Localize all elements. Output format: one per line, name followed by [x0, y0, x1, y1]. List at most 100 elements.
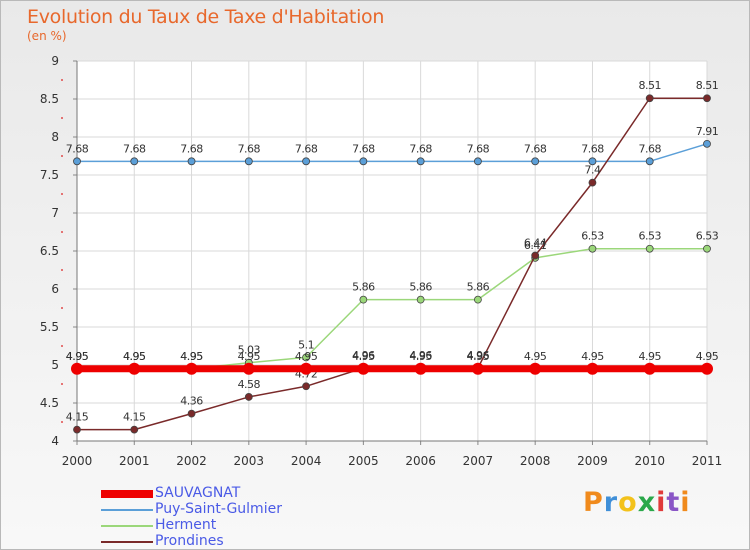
data-label: 7.68 — [238, 142, 261, 155]
y-tick-label: 5.5 — [40, 320, 59, 334]
data-label: 7.68 — [581, 142, 604, 155]
data-label: 4.95 — [696, 350, 719, 363]
x-tick-label: 2000 — [62, 454, 93, 468]
data-point — [703, 94, 711, 103]
data-point — [588, 178, 597, 187]
legend-label: Prondines — [155, 533, 224, 549]
y-tick-label: 8.5 — [40, 92, 59, 106]
data-point — [128, 362, 141, 375]
data-point — [357, 362, 370, 375]
data-point — [242, 362, 255, 375]
x-tick-label: 2011 — [692, 454, 723, 468]
data-label: 6.53 — [638, 230, 661, 243]
y-tick-label: 7 — [51, 206, 59, 220]
brand-logo: Proxiti — [583, 487, 691, 518]
legend-swatch — [101, 541, 153, 543]
data-point — [703, 244, 711, 253]
data-label: 4.95 — [409, 350, 432, 363]
chart-title: Evolution du Taux de Taxe d'Habitation — [27, 6, 385, 28]
data-point — [474, 295, 482, 304]
series-line — [77, 143, 708, 163]
data-point — [701, 362, 713, 375]
y-tick-label: 6.5 — [40, 244, 59, 258]
data-label: 4.95 — [524, 350, 547, 363]
data-point — [588, 157, 597, 166]
y-tick-label: 4.5 — [40, 396, 59, 410]
data-label: 7.68 — [352, 142, 375, 155]
data-point — [302, 382, 310, 391]
data-label: 5.03 — [238, 344, 261, 357]
data-point — [416, 295, 425, 304]
data-point — [416, 157, 425, 166]
x-tick-label: 2008 — [520, 454, 551, 468]
brand-letter: i — [680, 487, 691, 518]
y-tick-label: 7.5 — [40, 168, 59, 182]
data-point — [187, 409, 196, 418]
data-label: 7.68 — [524, 142, 547, 155]
data-point — [187, 157, 196, 166]
data-label: 4.95 — [352, 350, 375, 363]
x-tick-label: 2009 — [577, 454, 608, 468]
brand-letter: i — [656, 487, 667, 518]
y-tick-label: 6 — [51, 282, 59, 296]
x-tick-label: 2007 — [463, 454, 494, 468]
x-tick-label: 2010 — [634, 454, 665, 468]
y-tick-label: 9 — [51, 54, 59, 68]
data-label: 5.86 — [467, 281, 490, 294]
legend-swatch — [101, 525, 153, 527]
brand-letter: r — [603, 487, 619, 518]
data-point — [531, 157, 540, 166]
legend-label: SAUVAGNAT — [155, 485, 241, 501]
series-puy-saint-gulmier: 7.68 7.68 7.68 7.68 7.68 7.68 7.68 7.68 7.68 7.68… — [66, 125, 719, 166]
data-point — [300, 362, 313, 375]
data-label: 4.95 — [638, 350, 661, 363]
data-label: 7.68 — [66, 142, 89, 155]
data-label: 4.95 — [123, 350, 146, 363]
data-point — [645, 157, 654, 166]
x-tick-label: 2003 — [234, 454, 265, 468]
data-point — [588, 244, 597, 253]
legend-label: Herment — [155, 517, 217, 533]
data-point — [414, 362, 427, 375]
x-tick-label: 2006 — [405, 454, 436, 468]
data-label: 7.68 — [409, 142, 432, 155]
data-label: 7.68 — [123, 142, 146, 155]
data-label: 8.51 — [696, 79, 719, 92]
data-label: 4.58 — [238, 378, 261, 391]
data-point — [130, 425, 139, 434]
data-label: 7.68 — [295, 142, 318, 155]
y-tick-label: 5 — [51, 358, 59, 372]
data-point — [586, 362, 599, 375]
data-point — [645, 94, 654, 103]
brand-letter: x — [637, 487, 657, 518]
data-label: 4.96 — [352, 349, 375, 362]
data-label: 5.86 — [352, 281, 375, 294]
data-label: 4.95 — [180, 350, 203, 363]
legend-swatch — [101, 509, 153, 511]
data-label: 4.95 — [238, 350, 261, 363]
data-point — [359, 157, 368, 166]
x-tick-label: 2004 — [291, 454, 322, 468]
data-label: 4.15 — [123, 411, 146, 424]
data-label: 4.95 — [467, 350, 490, 363]
data-label: 8.51 — [638, 79, 661, 92]
data-point — [73, 157, 81, 166]
legend-swatch — [101, 490, 153, 498]
brand-letter: t — [666, 487, 681, 518]
brand-letter: o — [618, 487, 638, 518]
data-point — [359, 295, 368, 304]
data-label: 6.44 — [524, 237, 547, 250]
series-sauvagnat: 4.95 4.95 4.95 4.95 4.95 4.95 4.95 4.95 4.95 4.95… — [66, 350, 719, 375]
brand-letter: P — [583, 487, 604, 518]
data-label: 7.68 — [180, 142, 203, 155]
data-point — [471, 362, 484, 375]
data-label: 5.86 — [409, 281, 432, 294]
x-tick-label: 2001 — [119, 454, 150, 468]
data-point — [244, 157, 253, 166]
legend-label: Puy-Saint-Gulmier — [155, 501, 282, 517]
data-label: 7.4 — [584, 164, 600, 177]
data-point — [302, 353, 310, 362]
data-label: 4.96 — [467, 349, 490, 362]
data-label: 4.95 — [123, 350, 146, 363]
x-tick-label: 2005 — [348, 454, 379, 468]
